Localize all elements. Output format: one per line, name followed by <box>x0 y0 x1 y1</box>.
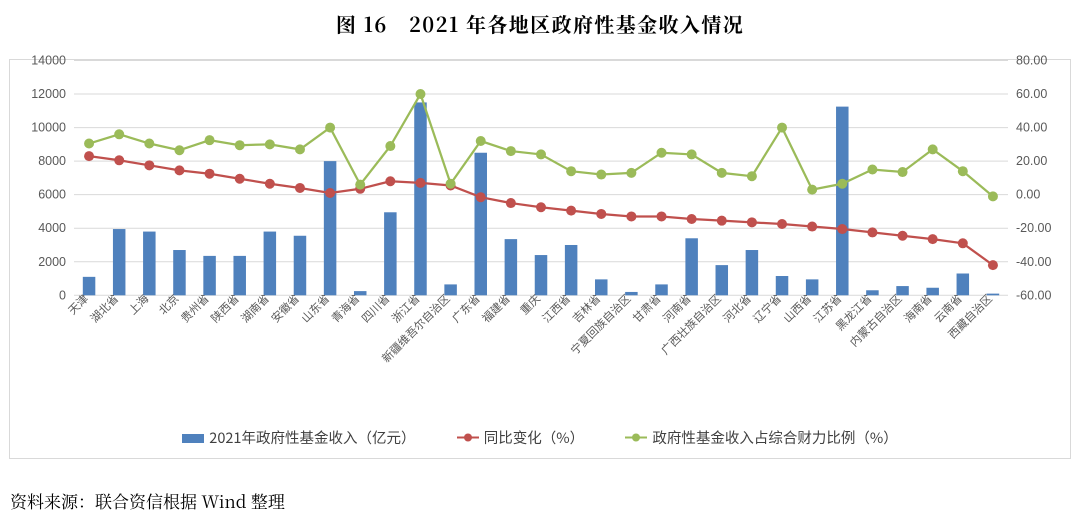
svg-text:80.00: 80.00 <box>1016 54 1047 68</box>
svg-text:湖北省: 湖北省 <box>87 291 122 326</box>
svg-text:10000: 10000 <box>31 121 66 135</box>
svg-text:河北省: 河北省 <box>719 291 754 326</box>
svg-text:甘肃省: 甘肃省 <box>629 291 664 326</box>
svg-text:0.00: 0.00 <box>1016 188 1040 202</box>
svg-text:12000: 12000 <box>31 87 66 101</box>
svg-text:江西省: 江西省 <box>539 291 574 326</box>
svg-text:广东省: 广东省 <box>448 291 483 326</box>
svg-text:安徽省: 安徽省 <box>268 291 303 326</box>
svg-text:-60.00: -60.00 <box>1016 288 1051 302</box>
svg-text:福建省: 福建省 <box>478 291 513 326</box>
svg-text:0: 0 <box>59 288 66 302</box>
svg-text:山西省: 山西省 <box>780 291 815 326</box>
svg-text:辽宁省: 辽宁省 <box>750 291 785 326</box>
svg-text:2000: 2000 <box>38 255 66 269</box>
svg-text:6000: 6000 <box>38 188 66 202</box>
svg-text:四川省: 四川省 <box>358 291 393 326</box>
svg-text:8000: 8000 <box>38 154 66 168</box>
svg-text:-40.00: -40.00 <box>1016 255 1051 269</box>
svg-text:贵州省: 贵州省 <box>177 291 212 326</box>
svg-text:20.00: 20.00 <box>1016 154 1047 168</box>
svg-text:山东省: 山东省 <box>298 291 333 326</box>
svg-text:40.00: 40.00 <box>1016 121 1047 135</box>
svg-text:4000: 4000 <box>38 221 66 235</box>
svg-text:青海省: 青海省 <box>328 291 363 326</box>
svg-text:60.00: 60.00 <box>1016 87 1047 101</box>
svg-text:海南省: 海南省 <box>900 291 935 326</box>
svg-text:陕西省: 陕西省 <box>207 291 242 326</box>
svg-text:湖南省: 湖南省 <box>237 291 272 326</box>
svg-text:-20.00: -20.00 <box>1016 221 1051 235</box>
svg-text:14000: 14000 <box>31 54 66 68</box>
